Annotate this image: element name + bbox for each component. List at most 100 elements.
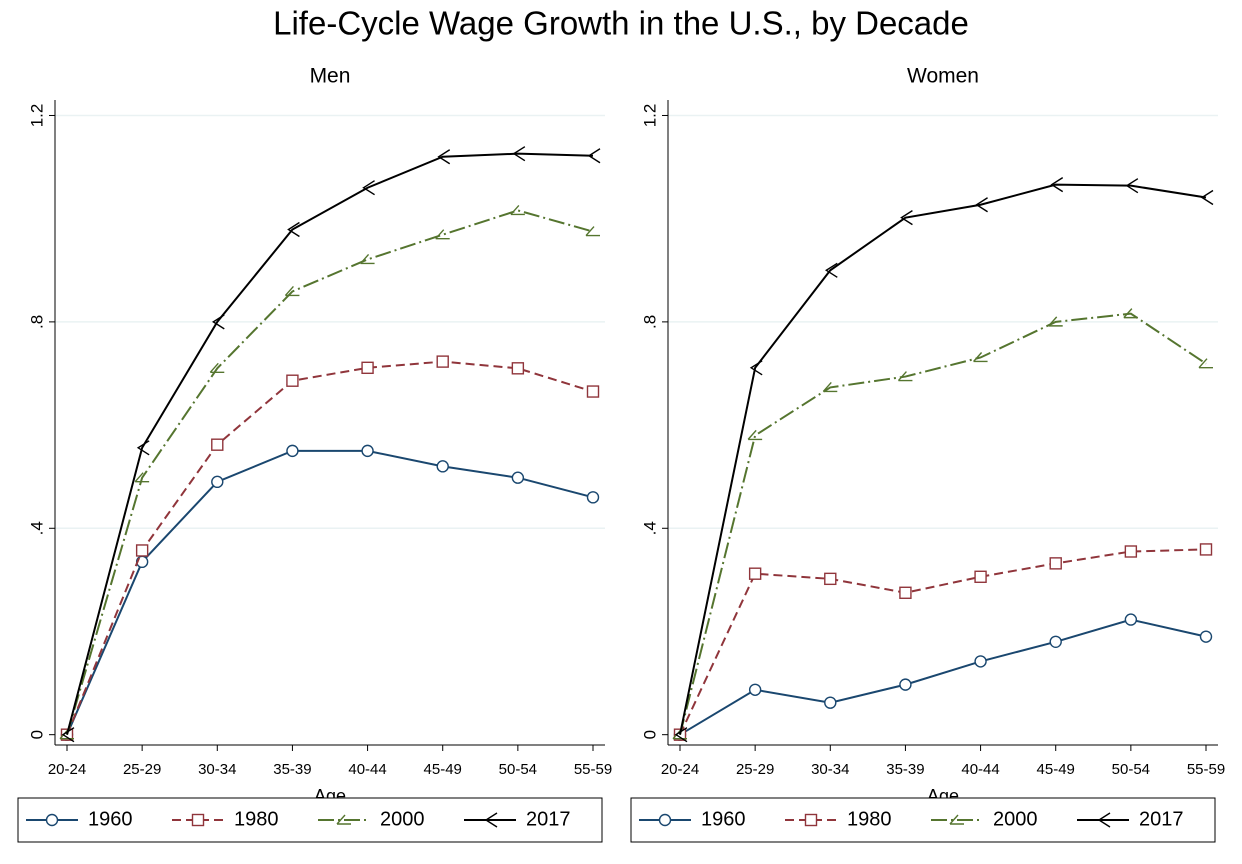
marker bbox=[949, 814, 964, 825]
panel-title: Women bbox=[907, 65, 979, 88]
marker bbox=[191, 813, 205, 827]
x-tick-label: 35-39 bbox=[886, 761, 924, 778]
marker bbox=[287, 221, 300, 238]
series-line bbox=[679, 618, 1207, 736]
marker bbox=[585, 226, 600, 237]
marker bbox=[211, 438, 224, 451]
marker bbox=[437, 149, 451, 165]
marker bbox=[1200, 189, 1214, 206]
marker bbox=[435, 229, 450, 240]
marker bbox=[136, 440, 150, 456]
series-line bbox=[66, 449, 594, 736]
x-tick-label: 55-59 bbox=[574, 761, 612, 778]
marker bbox=[1048, 316, 1063, 327]
marker bbox=[586, 385, 600, 398]
series-line bbox=[66, 360, 594, 736]
marker bbox=[900, 210, 913, 226]
marker bbox=[45, 813, 59, 827]
marker bbox=[674, 727, 688, 743]
y-tick-label: .8 bbox=[640, 315, 659, 329]
legend-label: 1960 bbox=[88, 808, 133, 830]
y-tick-label: 1.2 bbox=[27, 104, 46, 128]
marker bbox=[974, 655, 987, 668]
marker bbox=[361, 361, 374, 375]
marker bbox=[1125, 178, 1139, 194]
y-tick-label: .4 bbox=[640, 521, 659, 535]
marker bbox=[1123, 308, 1138, 319]
x-tick-label: 30-34 bbox=[198, 761, 236, 778]
legend-label: 1980 bbox=[847, 808, 892, 830]
marker bbox=[336, 814, 351, 825]
series-line bbox=[66, 152, 594, 735]
marker bbox=[134, 472, 150, 483]
marker bbox=[1198, 358, 1213, 369]
x-tick-label: 35-39 bbox=[273, 761, 311, 778]
marker bbox=[897, 371, 913, 382]
marker bbox=[587, 148, 601, 164]
marker bbox=[975, 197, 988, 213]
marker bbox=[61, 727, 75, 743]
marker bbox=[748, 683, 762, 696]
marker bbox=[899, 586, 912, 599]
series-line bbox=[679, 183, 1207, 735]
series-line bbox=[66, 209, 594, 735]
panel-title: Men bbox=[310, 65, 351, 88]
x-tick-label: 20-24 bbox=[661, 761, 699, 778]
marker bbox=[1049, 635, 1062, 648]
legend-label: 1960 bbox=[701, 808, 746, 830]
marker bbox=[824, 262, 838, 278]
marker bbox=[974, 570, 987, 583]
marker bbox=[211, 314, 225, 330]
marker bbox=[511, 362, 525, 375]
marker bbox=[436, 460, 449, 473]
legend-label: 2017 bbox=[1139, 808, 1184, 830]
marker bbox=[1049, 557, 1062, 570]
marker bbox=[1199, 630, 1213, 643]
y-tick-label: 0 bbox=[640, 730, 659, 739]
marker bbox=[211, 475, 224, 489]
marker bbox=[658, 813, 672, 827]
marker bbox=[747, 429, 763, 441]
x-tick-label: 40-44 bbox=[348, 761, 386, 778]
series-line bbox=[679, 548, 1207, 736]
marker bbox=[1124, 613, 1138, 626]
y-tick-label: 1.2 bbox=[640, 104, 659, 128]
marker bbox=[436, 355, 449, 368]
legend-label: 1980 bbox=[234, 808, 279, 830]
marker bbox=[362, 180, 375, 196]
x-tick-label: 50-54 bbox=[1112, 761, 1150, 778]
legend-label: 2017 bbox=[526, 808, 571, 830]
marker bbox=[1050, 177, 1064, 193]
legend-label: 2000 bbox=[993, 808, 1038, 830]
marker bbox=[1124, 545, 1138, 558]
marker bbox=[361, 444, 374, 458]
marker bbox=[824, 572, 837, 586]
legend-label: 2000 bbox=[380, 808, 425, 830]
marker bbox=[748, 567, 762, 580]
y-tick-label: .4 bbox=[27, 521, 46, 535]
marker bbox=[899, 678, 912, 691]
x-tick-label: 25-29 bbox=[736, 761, 774, 778]
y-tick-label: .8 bbox=[27, 315, 46, 329]
marker bbox=[286, 374, 299, 387]
marker bbox=[135, 544, 149, 557]
x-tick-label: 25-29 bbox=[123, 761, 161, 778]
x-tick-label: 55-59 bbox=[1187, 761, 1225, 778]
x-tick-label: 45-49 bbox=[424, 761, 462, 778]
marker bbox=[510, 204, 525, 216]
marker bbox=[484, 812, 498, 828]
marker bbox=[511, 471, 525, 484]
chart-title: Life-Cycle Wage Growth in the U.S., by D… bbox=[273, 5, 969, 42]
series-line bbox=[679, 312, 1207, 735]
marker bbox=[804, 813, 818, 827]
marker bbox=[822, 381, 838, 393]
marker bbox=[284, 285, 300, 297]
marker bbox=[209, 362, 225, 374]
marker bbox=[512, 146, 526, 162]
x-tick-label: 40-44 bbox=[961, 761, 999, 778]
x-tick-label: 45-49 bbox=[1037, 761, 1075, 778]
marker bbox=[824, 696, 837, 709]
